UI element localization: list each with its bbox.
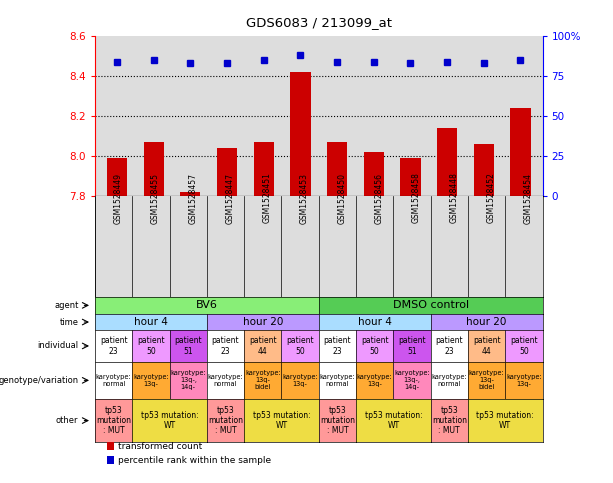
Text: tp53
mutation
: MUT: tp53 mutation : MUT <box>208 406 243 436</box>
Bar <box>364 152 384 196</box>
Text: patient
23: patient 23 <box>435 336 463 355</box>
Text: patient
44: patient 44 <box>473 336 500 355</box>
Text: karyotype:
normal: karyotype: normal <box>96 374 132 387</box>
Bar <box>400 158 421 196</box>
Bar <box>254 142 274 196</box>
Text: tp53 mutation:
WT: tp53 mutation: WT <box>253 411 310 430</box>
Text: GDS6083 / 213099_at: GDS6083 / 213099_at <box>246 16 392 29</box>
Text: karyotype:
13q-: karyotype: 13q- <box>357 374 392 387</box>
Text: karyotype:
13q-: karyotype: 13q- <box>506 374 542 387</box>
Text: patient
23: patient 23 <box>324 336 351 355</box>
Text: GSM1528457: GSM1528457 <box>188 172 197 224</box>
Text: GSM1528456: GSM1528456 <box>375 172 384 224</box>
Text: patient
23: patient 23 <box>100 336 128 355</box>
Text: transformed count: transformed count <box>118 442 202 451</box>
Text: patient
50: patient 50 <box>137 336 165 355</box>
Text: tp53 mutation:
WT: tp53 mutation: WT <box>365 411 422 430</box>
Text: GSM1528458: GSM1528458 <box>412 172 421 224</box>
Text: agent: agent <box>54 301 78 310</box>
Text: hour 4: hour 4 <box>134 317 168 327</box>
Text: tp53 mutation:
WT: tp53 mutation: WT <box>476 411 534 430</box>
Text: GSM1528448: GSM1528448 <box>449 172 459 224</box>
Text: GSM1528447: GSM1528447 <box>226 172 235 224</box>
Bar <box>291 72 311 196</box>
Text: individual: individual <box>37 341 78 351</box>
Text: hour 4: hour 4 <box>358 317 392 327</box>
Text: karyotype:
normal: karyotype: normal <box>432 374 467 387</box>
Text: patient
50: patient 50 <box>286 336 314 355</box>
Text: patient
50: patient 50 <box>510 336 538 355</box>
Text: GSM1528450: GSM1528450 <box>337 172 346 224</box>
Text: karyotype:
13q-
bidel: karyotype: 13q- bidel <box>245 370 281 390</box>
Bar <box>511 108 531 196</box>
Bar <box>217 148 237 196</box>
Text: hour 20: hour 20 <box>466 317 507 327</box>
Text: time: time <box>59 317 78 327</box>
Text: BV6: BV6 <box>196 300 218 311</box>
Text: GSM1528455: GSM1528455 <box>151 172 160 224</box>
Text: patient
50: patient 50 <box>361 336 389 355</box>
Text: karyotype:
normal: karyotype: normal <box>208 374 243 387</box>
Text: tp53 mutation:
WT: tp53 mutation: WT <box>141 411 199 430</box>
Bar <box>327 142 347 196</box>
Bar <box>107 158 127 196</box>
Text: GSM1528449: GSM1528449 <box>113 172 123 224</box>
Text: percentile rank within the sample: percentile rank within the sample <box>118 456 272 465</box>
Text: tp53
mutation
: MUT: tp53 mutation : MUT <box>96 406 131 436</box>
Bar <box>437 128 457 196</box>
Text: karyotype:
normal: karyotype: normal <box>319 374 356 387</box>
Text: patient
23: patient 23 <box>211 336 239 355</box>
Text: karyotype:
13q-
bidel: karyotype: 13q- bidel <box>469 370 504 390</box>
Bar <box>474 144 494 196</box>
Text: GSM1528451: GSM1528451 <box>263 172 272 224</box>
Text: karyotype:
13q-,
14q-: karyotype: 13q-, 14q- <box>170 370 206 390</box>
Text: GSM1528454: GSM1528454 <box>524 172 533 224</box>
Bar <box>143 142 164 196</box>
Text: GSM1528453: GSM1528453 <box>300 172 309 224</box>
Text: patient
51: patient 51 <box>175 336 202 355</box>
Text: karyotype:
13q-: karyotype: 13q- <box>282 374 318 387</box>
Text: other: other <box>56 416 78 425</box>
Text: hour 20: hour 20 <box>243 317 283 327</box>
Text: patient
51: patient 51 <box>398 336 426 355</box>
Bar <box>180 192 200 196</box>
Text: tp53
mutation
: MUT: tp53 mutation : MUT <box>432 406 466 436</box>
Text: GSM1528452: GSM1528452 <box>487 172 495 224</box>
Text: genotype/variation: genotype/variation <box>0 376 78 385</box>
Text: DMSO control: DMSO control <box>392 300 469 311</box>
Text: karyotype:
13q-: karyotype: 13q- <box>133 374 169 387</box>
Text: tp53
mutation
: MUT: tp53 mutation : MUT <box>320 406 355 436</box>
Text: patient
44: patient 44 <box>249 336 276 355</box>
Text: karyotype:
13q-,
14q-: karyotype: 13q-, 14q- <box>394 370 430 390</box>
